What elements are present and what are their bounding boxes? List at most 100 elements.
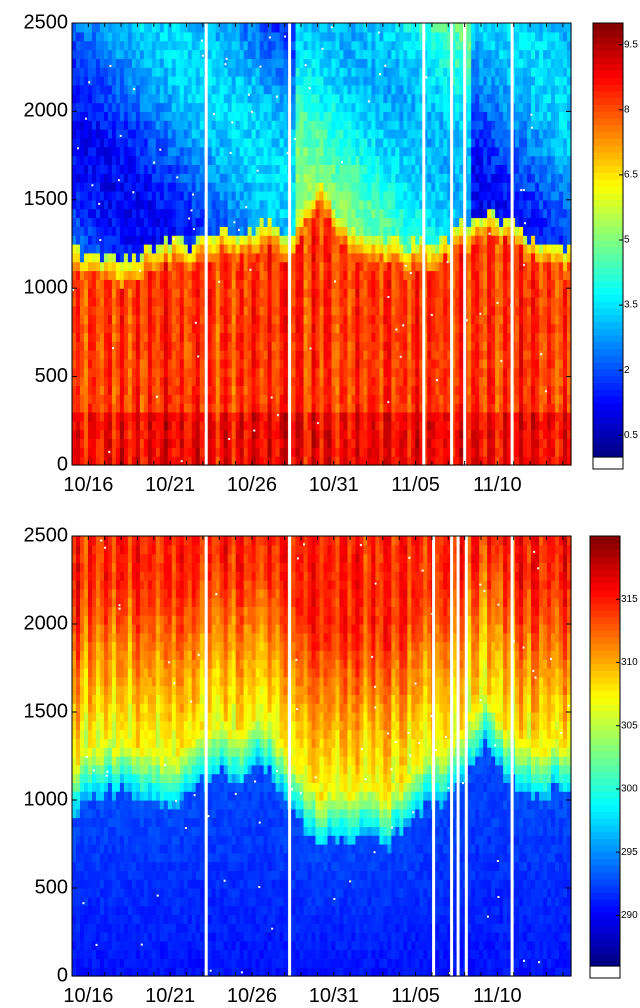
heatmap-cell [371,341,376,351]
heatmap-cell [131,76,137,86]
heatmap-cell [227,235,233,245]
heatmap-cell [263,385,269,395]
heatmap-cell [219,438,225,448]
heatmap-cell [323,217,329,227]
heatmap-cell [459,208,464,219]
heatmap-cell [279,58,285,68]
heatmap-cell [339,137,345,148]
heatmap-cell [87,288,93,298]
heatmap-cell [383,120,388,130]
heatmap-cell [403,367,408,378]
heatmap-cell [223,164,229,174]
heatmap-cell [79,350,85,360]
heatmap-cell [395,341,400,351]
heatmap-cell [311,67,317,77]
heatmap-cell [283,323,289,333]
heatmap-cell [219,244,225,254]
heatmap-cell [131,367,137,378]
heatmap-cell [371,252,376,263]
heatmap-cell [99,438,105,448]
heatmap-cell [115,93,121,104]
heatmap-cell [363,67,369,77]
heatmap-cell [395,58,400,68]
heatmap-cell [155,67,161,77]
heatmap-cell [179,394,185,404]
heatmap-cell [139,305,145,316]
heatmap-cell [191,40,197,51]
heatmap-cell [303,341,309,351]
heatmap-cell [339,279,345,289]
heatmap-cell [87,76,93,86]
heatmap-cell [115,447,121,457]
heatmap-cell [219,403,225,413]
heatmap-cell [91,129,97,139]
heatmap-cell [235,155,241,166]
heatmap-cell [399,164,404,174]
heatmap-cell [283,438,289,448]
heatmap-cell [259,403,265,413]
heatmap-cell [283,102,289,112]
heatmap-cell [195,385,201,395]
heatmap-cell [263,217,269,227]
heatmap-cell [311,217,317,227]
heatmap-cell [255,199,261,210]
heatmap-cell [123,332,129,342]
heatmap-cell [331,394,337,404]
heatmap-cell [359,84,365,95]
heatmap-cell [283,456,289,466]
heatmap-cell [303,40,309,51]
heatmap-cell [167,49,173,59]
heatmap-cell [391,429,396,440]
heatmap-cell [327,93,333,104]
heatmap-cell [307,244,313,254]
heatmap-cell [355,31,361,42]
heatmap-cell [351,385,357,395]
heatmap-cell [315,76,321,86]
heatmap-cell [179,420,185,431]
heatmap-cell [427,146,432,157]
heatmap-cell [391,217,396,227]
heatmap-cell [343,40,349,51]
heatmap-cell [72,350,77,360]
heatmap-cell [291,305,297,316]
heatmap-cell [415,279,420,289]
heatmap-cell [395,456,400,466]
heatmap-cell [187,137,193,148]
heatmap-cell [235,341,241,351]
heatmap-cell [159,261,165,272]
heatmap-cell [447,67,452,77]
heatmap-cell [215,49,221,59]
heatmap-cell [291,146,297,157]
heatmap-cell [435,279,440,289]
heatmap-cell [355,429,361,440]
heatmap-cell [391,67,396,77]
heatmap-cell [143,84,149,95]
heatmap-cell [195,376,201,387]
heatmap-cell [231,93,237,104]
heatmap-cell [99,129,105,139]
heatmap-cell [95,411,101,422]
heatmap-cell [455,217,460,227]
heatmap-cell [395,297,400,307]
heatmap-cell [435,155,440,166]
heatmap-cell [299,261,305,272]
heatmap-cell [363,323,369,333]
heatmap-cell [439,403,444,413]
heatmap-cell [119,252,125,263]
heatmap-cell [267,252,273,263]
heatmap-cell [419,456,424,466]
heatmap-cell [167,314,173,325]
heatmap-cell [119,456,125,466]
heatmap-cell [383,137,388,148]
heatmap-cell [347,235,353,245]
heatmap-cell [359,155,365,166]
heatmap-cell [275,270,281,280]
heatmap-cell [367,23,372,33]
heatmap-cell [403,252,408,263]
heatmap-cell [447,288,452,298]
heatmap-cell [359,367,365,378]
heatmap-cell [75,111,81,121]
heatmap-cell [419,146,424,157]
heatmap-cell [459,323,464,333]
heatmap-cell [147,49,153,59]
